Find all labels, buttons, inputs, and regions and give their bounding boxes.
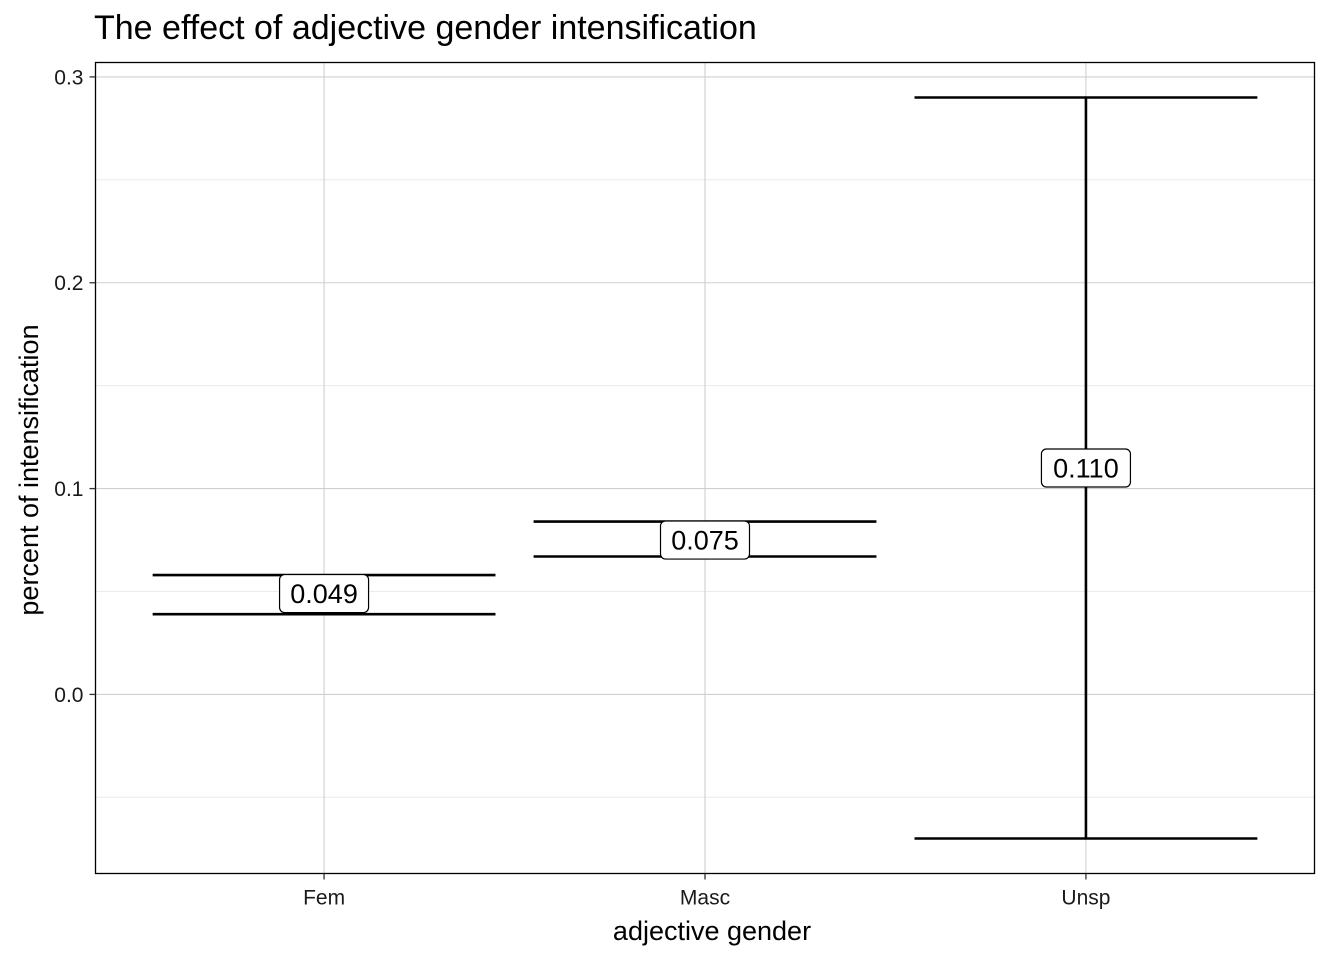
- estimate-label: 0.049: [290, 579, 358, 609]
- y-tick-label: 0.1: [54, 478, 83, 501]
- y-axis: 0.0 0.1 0.2 0.3: [54, 66, 96, 707]
- estimate-label-box: [278, 573, 370, 614]
- y-axis-title: percent of intensification: [14, 324, 44, 615]
- chart-title: The effect of adjective gender intensifi…: [94, 9, 757, 47]
- estimate-label: 0.110: [1053, 454, 1119, 484]
- estimate-label: 0.075: [671, 526, 739, 556]
- x-axis-title: adjective gender: [613, 916, 811, 946]
- x-tick-label: Unsp: [1061, 887, 1110, 910]
- estimate-label-box: [1040, 448, 1132, 488]
- x-axis: Fem Masc Unsp: [303, 873, 1110, 910]
- y-tick-label: 0.0: [54, 684, 83, 707]
- estimate-label-box: [659, 520, 751, 560]
- marks: 0.049 0.075 0.110: [152, 96, 1258, 840]
- x-tick-label: Fem: [303, 887, 345, 910]
- y-tick-label: 0.3: [54, 66, 83, 89]
- x-tick-label: Masc: [680, 887, 730, 910]
- y-tick-label: 0.2: [54, 272, 83, 295]
